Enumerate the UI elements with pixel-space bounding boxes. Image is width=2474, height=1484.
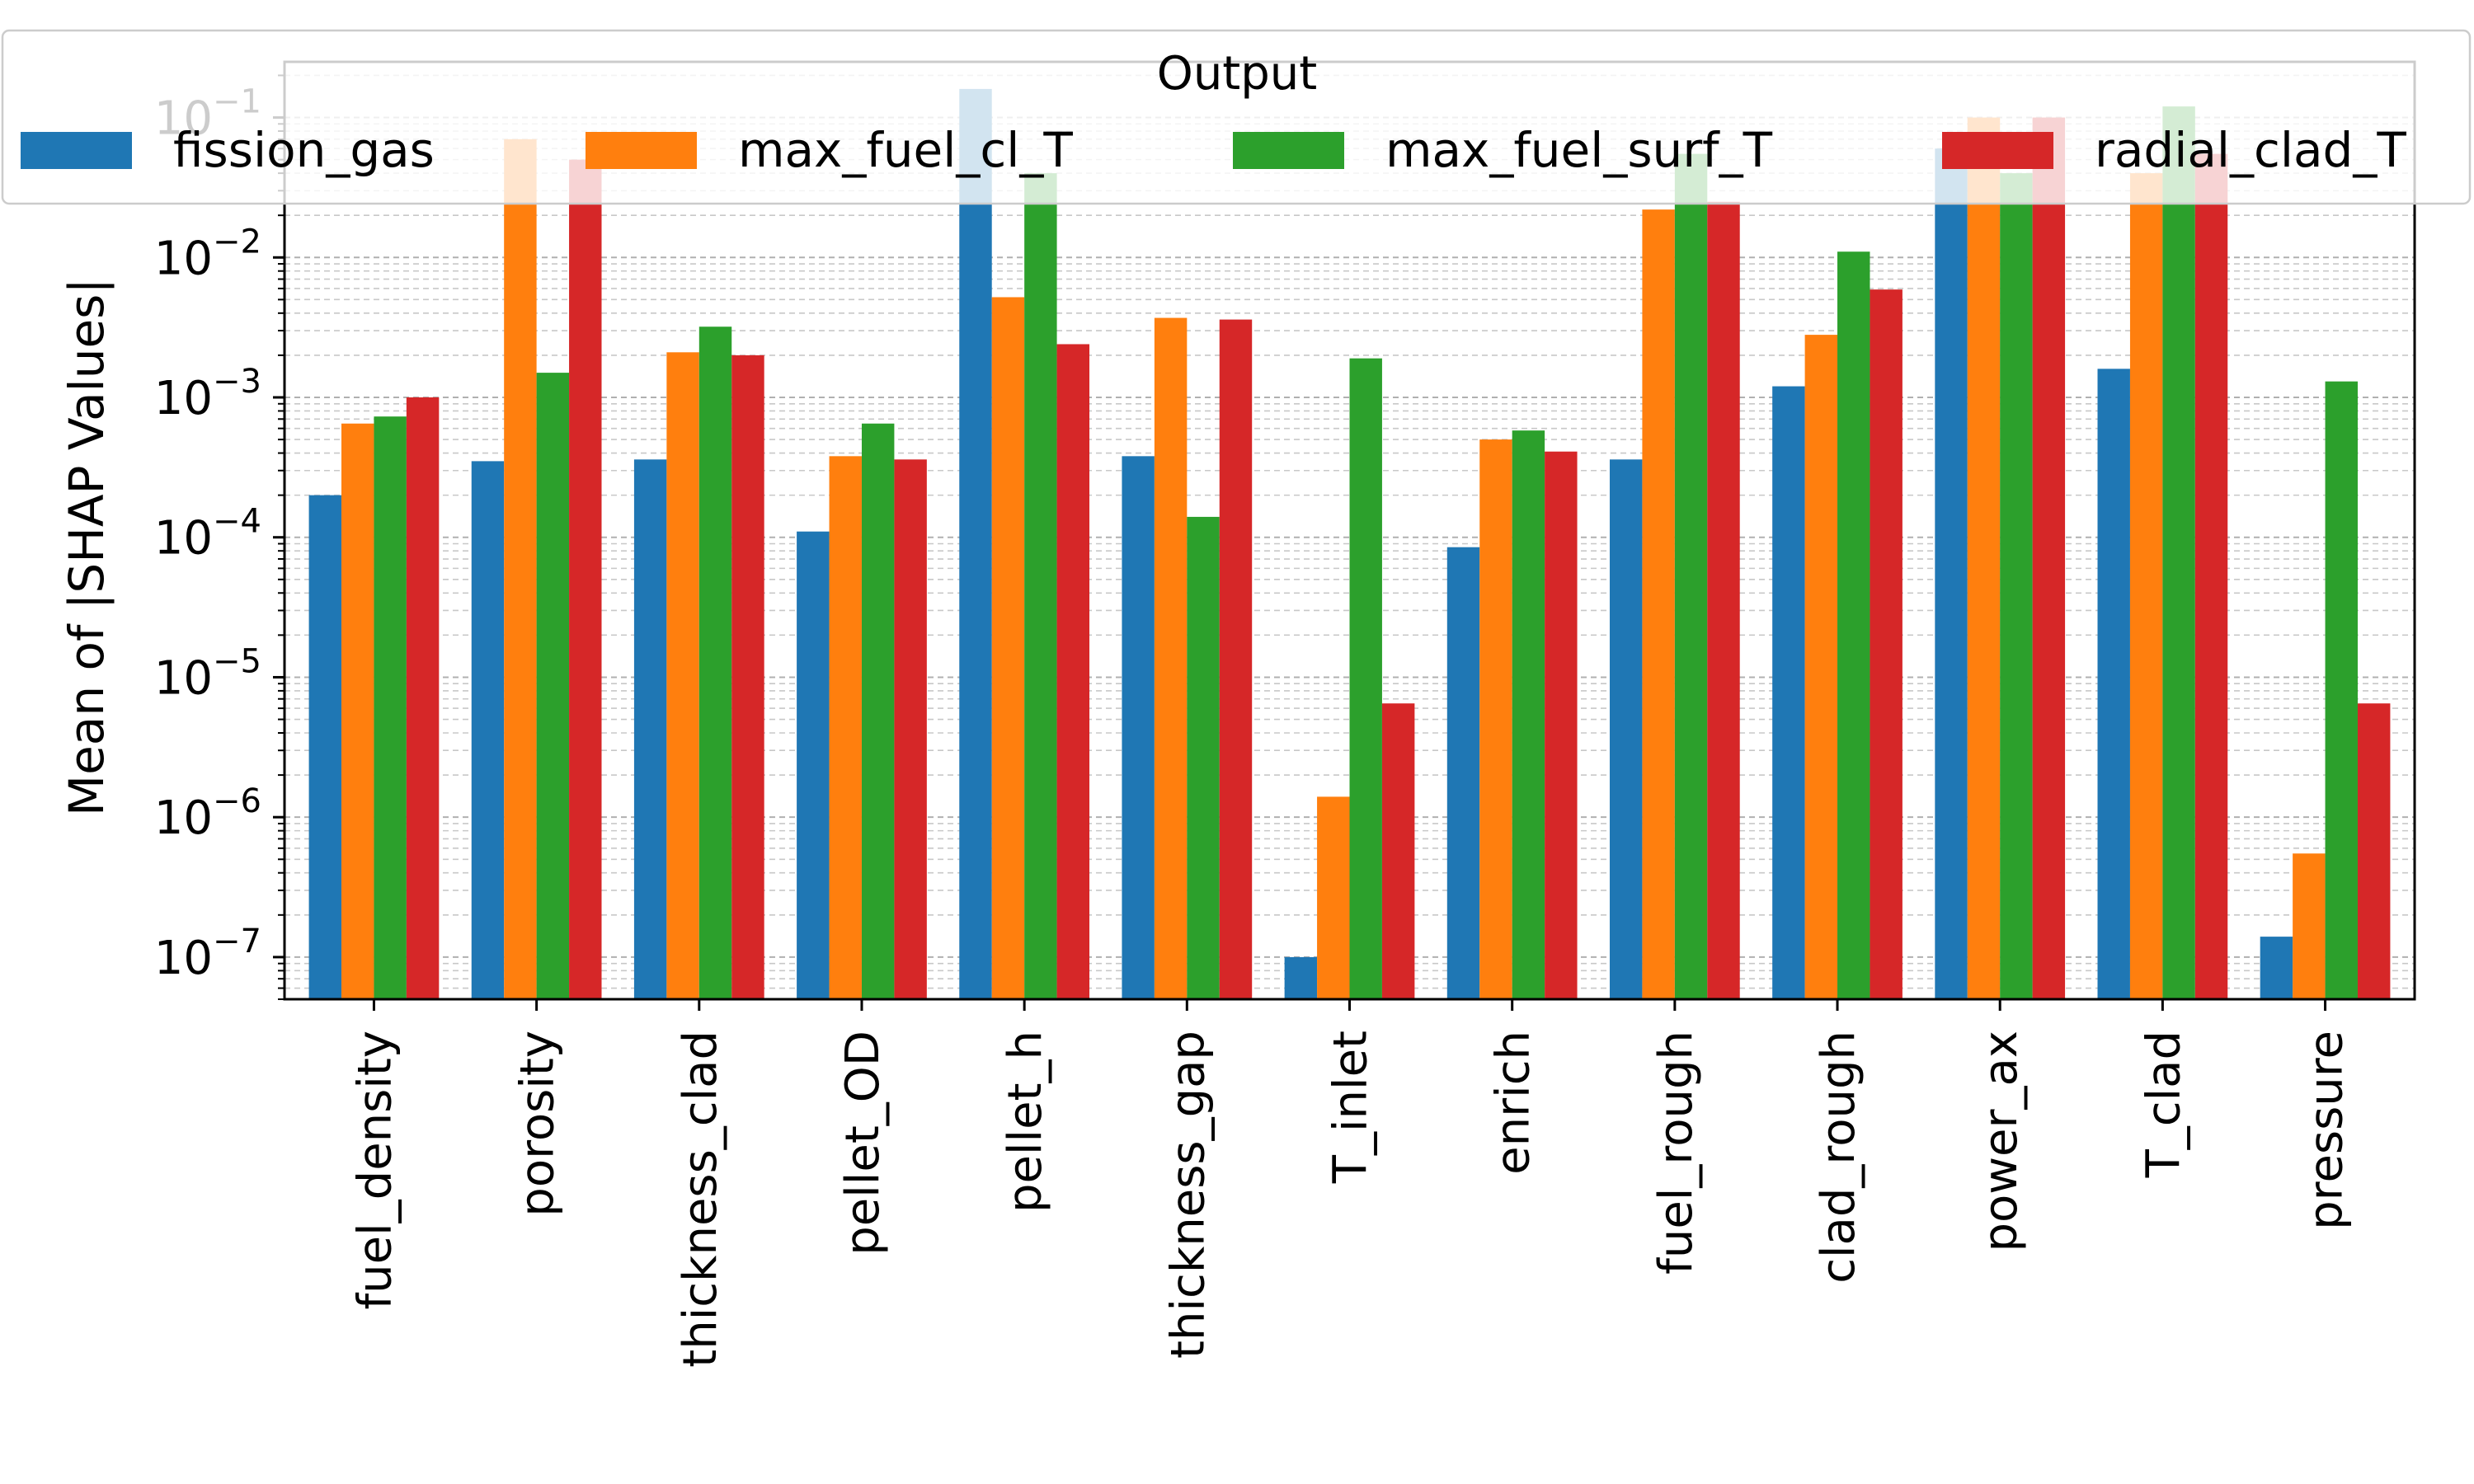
x-tick-label: pressure — [2300, 1031, 2354, 1230]
bar-max_fuel_surf_T-thickness_gap — [1187, 516, 1220, 999]
bar-max_fuel_surf_T-pressure — [2325, 381, 2358, 999]
bar-fission_gas-T_clad — [2097, 369, 2130, 999]
legend-label-fission_gas: fission_gas — [173, 122, 435, 178]
bar-fission_gas-fuel_density — [308, 495, 342, 999]
bar-max_fuel_surf_T-fuel_density — [374, 416, 407, 999]
y-tick-label: 10−3 — [154, 363, 261, 425]
bar-radial_clad_T-thickness_clad — [731, 355, 764, 1000]
x-tick-label: T_clad — [2137, 1031, 2190, 1178]
x-tick-label: thickness_clad — [674, 1031, 727, 1368]
legend-swatch-max_fuel_cl_T — [586, 132, 697, 169]
bar-max_fuel_cl_T-fuel_rough — [1642, 209, 1675, 1000]
bar-fission_gas-pellet_OD — [797, 531, 830, 999]
bar-max_fuel_surf_T-T_clad — [2162, 106, 2195, 999]
y-tick-label: 10−5 — [154, 642, 261, 705]
y-axis-ticks: 10−710−610−510−410−310−210−1 — [154, 74, 285, 1000]
x-tick-label: pellet_OD — [836, 1031, 890, 1256]
x-tick-label: thickness_gap — [1161, 1031, 1215, 1359]
bar-max_fuel_cl_T-thickness_clad — [666, 352, 699, 999]
bar-fission_gas-clad_rough — [1772, 386, 1805, 999]
legend-swatch-radial_clad_T — [1942, 132, 2053, 169]
x-tick-label: fuel_density — [348, 1031, 402, 1310]
bar-radial_clad_T-pressure — [2357, 703, 2391, 999]
bar-radial_clad_T-thickness_gap — [1219, 319, 1253, 1000]
bar-max_fuel_surf_T-pellet_h — [1024, 173, 1057, 1000]
bar-radial_clad_T-clad_rough — [1870, 289, 1903, 999]
bar-max_fuel_cl_T-porosity — [504, 139, 537, 1000]
bar-fission_gas-thickness_gap — [1122, 456, 1155, 999]
y-axis-label: Mean of |SHAP Values| — [59, 278, 115, 816]
bar-radial_clad_T-T_clad — [2194, 153, 2228, 999]
legend-label-radial_clad_T: radial_clad_T — [2095, 122, 2406, 178]
bar-max_fuel_cl_T-thickness_gap — [1154, 317, 1188, 999]
x-tick-label: clad_rough — [1812, 1031, 1865, 1284]
x-tick-label: porosity — [511, 1031, 565, 1217]
y-tick-label: 10−7 — [154, 923, 261, 985]
bar-max_fuel_cl_T-pressure — [2293, 853, 2326, 999]
bar-max_fuel_cl_T-power_ax — [1967, 117, 2001, 1000]
bar-max_fuel_cl_T-fuel_density — [341, 423, 374, 999]
legend: Output fission_gas max_fuel_cl_T max_fuel_… — [1, 29, 2472, 205]
bar-fission_gas-porosity — [471, 461, 505, 999]
bar-radial_clad_T-porosity — [569, 159, 602, 999]
bars — [308, 88, 2391, 1000]
bar-max_fuel_cl_T-pellet_OD — [829, 456, 862, 999]
bar-max_fuel_surf_T-enrich — [1512, 430, 1545, 999]
bar-max_fuel_cl_T-T_inlet — [1317, 796, 1350, 999]
legend-label-max_fuel_cl_T: max_fuel_cl_T — [738, 122, 1073, 178]
bar-radial_clad_T-enrich — [1545, 451, 1578, 999]
bar-radial_clad_T-power_ax — [2032, 117, 2066, 1000]
x-tick-label: pellet_h — [999, 1031, 1052, 1213]
bar-fission_gas-thickness_clad — [633, 459, 667, 999]
y-tick-label: 10−2 — [154, 223, 261, 285]
bar-max_fuel_surf_T-pellet_OD — [861, 423, 895, 999]
bar-max_fuel_surf_T-clad_rough — [1837, 251, 1870, 999]
bar-max_fuel_surf_T-power_ax — [2000, 173, 2033, 1000]
bar-max_fuel_surf_T-porosity — [536, 373, 570, 999]
bar-max_fuel_cl_T-pellet_h — [991, 297, 1025, 999]
bar-fission_gas-T_inlet — [1284, 956, 1318, 999]
y-tick-label: 10−4 — [154, 503, 261, 566]
bar-max_fuel_surf_T-fuel_rough — [1674, 153, 1708, 999]
bar-max_fuel_cl_T-T_clad — [2129, 173, 2163, 1000]
bar-radial_clad_T-pellet_h — [1056, 344, 1090, 999]
legend-items: fission_gas max_fuel_cl_T max_fuel_surf_T r… — [21, 122, 2406, 178]
bar-fission_gas-fuel_rough — [1609, 459, 1643, 999]
x-tick-label: enrich — [1487, 1031, 1540, 1175]
bar-radial_clad_T-pellet_OD — [894, 459, 927, 999]
legend-swatch-fission_gas — [21, 132, 132, 169]
bar-radial_clad_T-T_inlet — [1381, 703, 1415, 999]
x-tick-label: fuel_rough — [1649, 1031, 1703, 1275]
bar-fission_gas-pressure — [2260, 937, 2293, 999]
bar-fission_gas-pellet_h — [959, 88, 992, 999]
bar-max_fuel_cl_T-enrich — [1479, 439, 1512, 999]
x-tick-label: power_ax — [1974, 1031, 2028, 1252]
y-tick-label: 10−6 — [154, 782, 261, 845]
bar-max_fuel_cl_T-clad_rough — [1804, 335, 1838, 999]
x-tick-label: T_inlet — [1324, 1031, 1378, 1184]
bar-fission_gas-enrich — [1446, 547, 1480, 999]
legend-title: Output — [1157, 47, 1318, 101]
x-axis-ticks: fuel_density porosity thickness_clad pellet… — [348, 999, 2354, 1368]
legend-swatch-max_fuel_surf_T — [1233, 132, 1344, 169]
bar-fission_gas-power_ax — [1935, 148, 1968, 999]
bar-max_fuel_surf_T-thickness_clad — [698, 326, 732, 999]
bar-radial_clad_T-fuel_rough — [1707, 201, 1740, 999]
legend-label-max_fuel_surf_T: max_fuel_surf_T — [1385, 122, 1773, 178]
bar-radial_clad_T-fuel_density — [406, 397, 440, 999]
bar-max_fuel_surf_T-T_inlet — [1349, 358, 1382, 999]
